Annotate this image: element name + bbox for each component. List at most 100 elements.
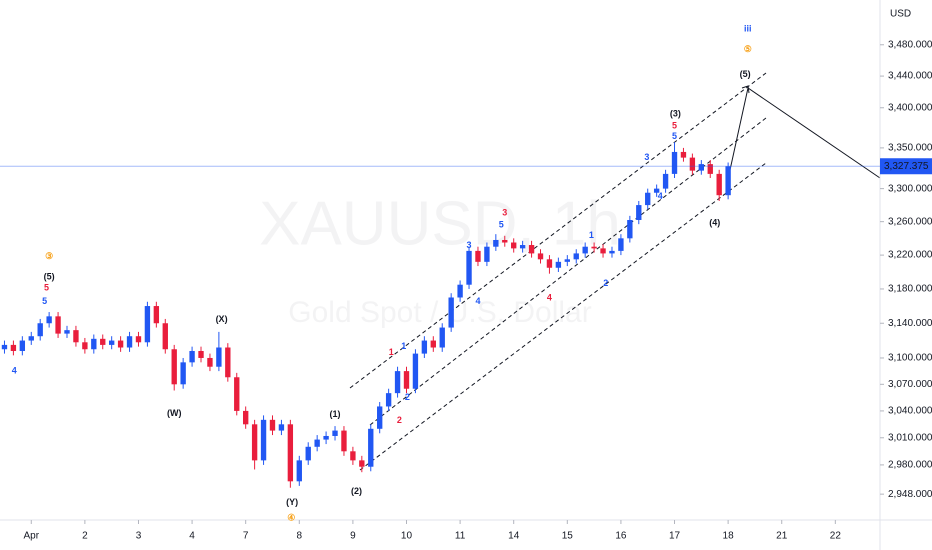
candle-body — [100, 338, 106, 345]
x-tick-label: 4 — [189, 531, 195, 542]
y-tick-label: 3,300.000 — [888, 183, 932, 194]
candle-body — [126, 336, 133, 348]
y-tick-label: 3,180.000 — [888, 284, 932, 295]
candle-body — [296, 460, 302, 482]
candle-body — [359, 460, 365, 467]
candle-body — [377, 406, 383, 429]
last-price-label: 3,327.375 — [884, 161, 929, 172]
candle-body — [591, 246, 597, 249]
wave-label: 1 — [389, 347, 394, 357]
candle-body — [234, 377, 240, 411]
currency: USD — [890, 9, 911, 20]
x-tick-label: 17 — [669, 531, 681, 542]
candle-body — [189, 350, 195, 363]
wave-label: (5) — [44, 271, 55, 281]
x-tick-label: 18 — [723, 531, 735, 542]
candle-body — [493, 240, 499, 247]
wave-label: 3 — [467, 240, 472, 250]
candle-body — [243, 410, 249, 425]
drawings — [349, 72, 881, 471]
candle-body — [430, 340, 436, 348]
candle-body — [117, 340, 124, 348]
wave-label: 2 — [397, 415, 402, 425]
candle-body — [564, 259, 570, 262]
candle-body — [341, 430, 347, 452]
y-tick-label: 2,980.000 — [888, 460, 932, 471]
candle-body — [716, 173, 722, 196]
x-tick-label: 21 — [776, 531, 788, 542]
candle-body — [180, 362, 186, 385]
candle-body — [385, 393, 392, 407]
candle-body — [528, 245, 535, 254]
candle-body — [1, 344, 8, 350]
wave-label: 5 — [672, 131, 677, 141]
wave-label: ⑤ — [744, 44, 752, 54]
wave-label: 1 — [401, 341, 406, 351]
wave-label: 4 — [12, 365, 17, 375]
x-tick-label: 22 — [830, 531, 842, 542]
watermark-subtitle: Gold Spot / U.S. Dollar — [288, 296, 591, 329]
candle-body — [314, 439, 320, 447]
wave-label: 5 — [44, 282, 49, 292]
candle-body — [475, 250, 481, 262]
candle-body — [153, 306, 160, 324]
wave-label: 4 — [547, 293, 552, 303]
watermark: XAUUSD, 1h — [259, 189, 621, 258]
x-tick-label: 7 — [243, 531, 249, 542]
candle-body — [108, 340, 115, 345]
x-tick-label: 3 — [136, 531, 142, 542]
candle-body — [546, 259, 553, 268]
wave-label: (1) — [330, 409, 341, 419]
candle-body — [207, 357, 213, 367]
wave-label: (Y) — [286, 497, 298, 507]
wave-label: (W) — [167, 408, 182, 418]
wave-label: 5 — [672, 121, 677, 131]
x-tick-label: 8 — [297, 531, 303, 542]
wave-label: (2) — [351, 486, 362, 496]
candle-body — [323, 435, 329, 440]
y-tick-label: 3,480.000 — [888, 39, 932, 50]
x-tick-label: 10 — [401, 531, 413, 542]
wave-label: 3 — [644, 152, 649, 162]
candle-body — [627, 219, 633, 239]
candle-body — [350, 451, 356, 461]
candle-body — [198, 350, 204, 358]
y-tick-label: 3,440.000 — [888, 71, 932, 82]
y-tick-label: 3,400.000 — [888, 102, 932, 113]
candle-body — [511, 242, 517, 249]
candle-body — [55, 316, 61, 334]
y-tick-label: 3,070.000 — [888, 379, 932, 390]
candle-body — [645, 192, 651, 206]
candle-body — [73, 330, 79, 343]
candle-body — [457, 284, 463, 298]
y-tick-label: 3,350.000 — [888, 143, 932, 154]
channel-line — [359, 162, 767, 471]
wave-label: (4) — [709, 218, 720, 228]
wave-label: ③ — [45, 251, 53, 261]
candle-body — [37, 323, 43, 337]
last-price-box — [880, 158, 932, 175]
candle-body — [662, 173, 669, 189]
candle-body — [502, 240, 508, 243]
y-tick-label: 3,100.000 — [888, 353, 932, 364]
candle-body — [10, 344, 17, 351]
x-tick-label: 14 — [508, 531, 520, 542]
candle-body — [216, 347, 222, 367]
candle-body — [332, 430, 338, 436]
candle-body — [421, 340, 428, 354]
channel-line — [349, 72, 767, 389]
candle-body — [305, 446, 311, 461]
y-tick-label: 3,010.000 — [888, 432, 932, 443]
y-tick-label: 3,260.000 — [888, 216, 932, 227]
channel-line — [369, 117, 767, 426]
candle-body — [537, 253, 544, 260]
candle-body — [671, 151, 678, 174]
candle-body — [573, 253, 579, 260]
candle-body — [394, 371, 401, 394]
candle-body — [251, 424, 258, 461]
candle-body — [636, 205, 642, 220]
x-tick-label: 16 — [615, 531, 627, 542]
x-tick-label: Apr — [23, 531, 39, 542]
candle-body — [439, 327, 445, 348]
wave-label: iii — [744, 24, 752, 34]
